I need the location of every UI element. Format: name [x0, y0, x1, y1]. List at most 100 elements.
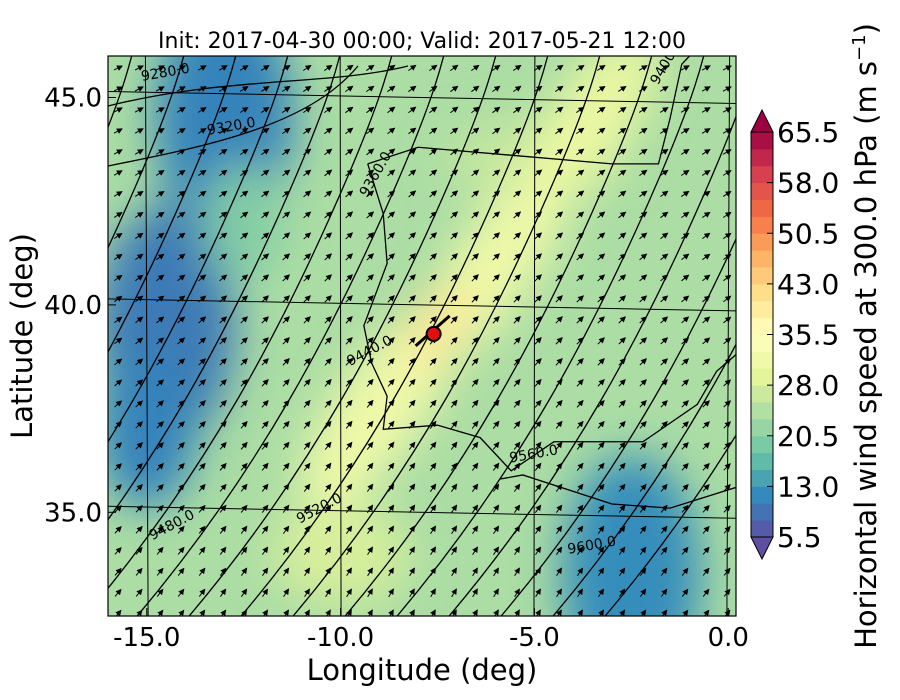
wind-arrow	[534, 211, 543, 219]
wind-arrow	[513, 504, 521, 513]
wind-arrow	[577, 567, 584, 577]
wind-arrow	[429, 253, 437, 261]
wind-arrow	[198, 462, 206, 471]
wind-arrow	[701, 128, 711, 134]
wind-arrow	[303, 85, 312, 92]
wind-arrow	[261, 504, 269, 513]
wind-arrow	[198, 190, 207, 198]
wind-arrow	[218, 127, 228, 134]
wind-arrow	[702, 483, 710, 492]
wind-arrow	[681, 567, 689, 576]
wind-arrow	[135, 316, 144, 324]
wind-arrow	[471, 190, 480, 198]
wind-arrow	[176, 86, 186, 92]
wind-arrow	[198, 316, 207, 324]
wind-arrow	[680, 169, 690, 176]
wind-arrow	[492, 106, 501, 114]
wind-arrow	[429, 420, 437, 429]
wind-arrow	[156, 504, 164, 513]
wind-arrow	[176, 107, 186, 113]
wind-arrow	[701, 190, 711, 197]
wind-arrow	[534, 106, 543, 114]
wind-arrow	[556, 588, 562, 598]
wind-arrow	[114, 463, 122, 471]
wind-arrow	[177, 567, 185, 576]
wind-arrow	[408, 420, 416, 429]
wind-arrow	[429, 295, 437, 303]
wind-arrow	[492, 190, 501, 198]
wind-arrow	[597, 420, 605, 429]
wind-arrow	[408, 336, 416, 345]
wind-arrow	[156, 211, 165, 218]
wind-arrow	[429, 169, 438, 177]
wind-arrow	[156, 463, 164, 471]
wind-arrow	[576, 462, 584, 471]
wind-arrow	[197, 148, 207, 155]
wind-arrow	[177, 588, 185, 597]
wind-arrow	[115, 609, 122, 616]
wind-arrow	[450, 148, 459, 156]
wind-arrow	[722, 107, 732, 113]
wind-arrow	[240, 127, 249, 134]
wind-arrow	[324, 399, 332, 408]
wind-arrow	[325, 546, 332, 556]
wind-arrow	[177, 358, 186, 366]
wind-arrow	[303, 106, 312, 114]
wind-arrow	[597, 546, 605, 555]
wind-arrow	[701, 149, 711, 155]
wind-arrow	[701, 170, 711, 176]
wind-arrow	[451, 504, 458, 513]
wind-arrow	[345, 253, 354, 261]
wind-arrow	[702, 421, 710, 429]
wind-arrow	[681, 525, 689, 534]
wind-arrow	[261, 232, 270, 240]
wind-arrow	[135, 484, 143, 492]
wind-arrow	[240, 504, 248, 513]
wind-arrow	[345, 106, 354, 114]
wind-arrow	[514, 588, 520, 598]
wind-arrow	[240, 211, 249, 219]
wind-arrow	[450, 462, 458, 471]
wind-arrow	[576, 148, 585, 156]
wind-arrow	[366, 148, 375, 156]
wind-arrow	[513, 274, 521, 282]
wind-arrow	[135, 358, 144, 366]
wind-arrow	[555, 316, 563, 324]
wind-arrow	[134, 191, 144, 197]
wind-arrow	[702, 337, 711, 345]
wind-arrow	[324, 211, 333, 219]
wind-arrow	[638, 107, 648, 113]
wind-arrow	[219, 232, 228, 240]
wind-arrow	[471, 420, 479, 429]
wind-arrow	[702, 274, 711, 282]
wind-arrow	[450, 420, 458, 429]
wind-arrow	[429, 399, 437, 408]
wind-arrow	[345, 295, 353, 303]
wind-arrow	[303, 316, 311, 324]
wind-arrow	[618, 483, 626, 492]
wind-arrow	[282, 316, 290, 324]
wind-arrow	[681, 316, 690, 324]
wind-arrow	[387, 85, 396, 93]
colorbar-band	[751, 520, 773, 538]
wind-arrow	[555, 441, 563, 450]
wind-arrow	[639, 441, 647, 450]
wind-arrow	[722, 170, 732, 176]
wind-arrow	[555, 399, 563, 408]
wind-arrow	[471, 483, 479, 492]
wind-arrow	[471, 316, 479, 324]
wind-arrow	[618, 441, 626, 450]
wind-arrow	[218, 65, 228, 71]
coastline-segment	[499, 474, 736, 509]
wind-arrow	[198, 525, 206, 534]
wind-arrow	[681, 483, 689, 492]
colorbar-band	[751, 199, 773, 217]
wind-arrow	[176, 149, 186, 155]
wind-arrow	[702, 588, 710, 597]
wind-arrow	[534, 441, 542, 450]
wind-arrow	[513, 378, 521, 387]
wind-arrow	[156, 295, 165, 303]
wind-arrow	[681, 232, 690, 240]
wind-arrow	[472, 525, 479, 535]
speed-blob	[108, 349, 197, 510]
